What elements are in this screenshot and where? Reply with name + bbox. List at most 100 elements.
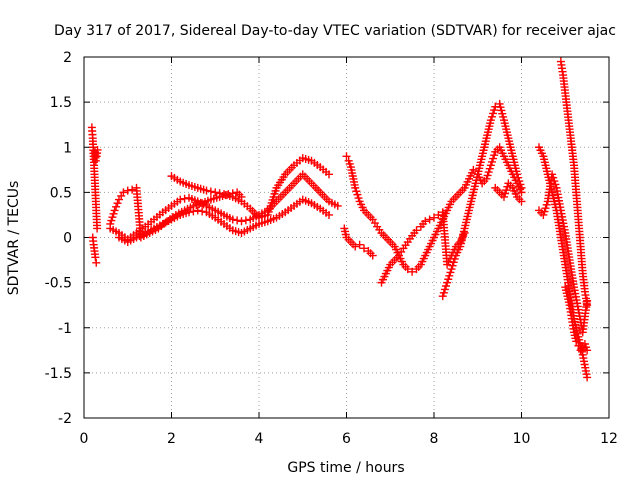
y-tick-label: 0.5 bbox=[50, 185, 72, 201]
data-point bbox=[325, 170, 333, 179]
data-point bbox=[351, 242, 360, 251]
data-point bbox=[449, 258, 458, 267]
data-point bbox=[430, 213, 438, 222]
data-points bbox=[87, 57, 592, 382]
data-point bbox=[450, 254, 459, 263]
data-point bbox=[241, 216, 250, 225]
data-point bbox=[119, 188, 128, 197]
data-point bbox=[91, 253, 100, 262]
data-point bbox=[551, 180, 560, 189]
data-point bbox=[351, 183, 360, 192]
data-point bbox=[550, 177, 559, 186]
series-arc-c bbox=[90, 145, 102, 165]
data-point bbox=[438, 292, 447, 301]
data-point bbox=[539, 210, 548, 219]
data-point bbox=[583, 346, 592, 355]
data-point bbox=[113, 199, 122, 208]
series-arc-a bbox=[87, 123, 102, 233]
data-point bbox=[447, 265, 456, 274]
data-point bbox=[442, 282, 451, 291]
x-tick-label: 2 bbox=[167, 431, 176, 447]
data-point bbox=[487, 112, 496, 121]
data-point bbox=[403, 265, 412, 274]
data-point bbox=[490, 106, 499, 115]
data-point bbox=[353, 190, 362, 199]
data-point bbox=[352, 187, 361, 196]
data-point bbox=[110, 206, 119, 215]
data-point bbox=[193, 206, 202, 215]
series-arc-j bbox=[377, 208, 469, 287]
data-point bbox=[540, 207, 549, 216]
data-point bbox=[482, 174, 491, 183]
series-arc-b bbox=[88, 233, 101, 267]
data-point bbox=[123, 186, 132, 195]
data-point bbox=[439, 288, 448, 297]
x-tick-label: 0 bbox=[80, 431, 89, 447]
data-point bbox=[354, 194, 363, 203]
axis-ticks bbox=[83, 56, 610, 419]
x-tick-labels: 0 2 4 6 8 10 12 bbox=[80, 431, 618, 447]
data-point bbox=[108, 213, 117, 222]
data-point bbox=[574, 341, 583, 350]
data-point bbox=[444, 275, 453, 284]
x-tick-label: 8 bbox=[430, 431, 439, 447]
data-point bbox=[517, 197, 526, 206]
data-point bbox=[443, 278, 452, 287]
data-point bbox=[206, 187, 215, 196]
data-point bbox=[355, 240, 364, 249]
series-arc-m bbox=[491, 179, 526, 206]
data-point bbox=[202, 186, 211, 195]
y-tick-label: -0.5 bbox=[45, 276, 72, 292]
data-point bbox=[446, 268, 455, 277]
data-point bbox=[440, 285, 449, 294]
data-point bbox=[489, 154, 498, 163]
x-tick-label: 12 bbox=[600, 431, 618, 447]
data-point bbox=[549, 173, 558, 182]
data-point bbox=[542, 200, 551, 209]
data-point bbox=[502, 186, 511, 195]
series-arc-g bbox=[167, 154, 333, 222]
data-point bbox=[109, 209, 118, 218]
x-tick-label: 4 bbox=[255, 431, 264, 447]
data-point bbox=[408, 267, 417, 276]
data-point bbox=[92, 258, 101, 267]
data-point bbox=[228, 215, 237, 224]
series-arc-f bbox=[115, 195, 333, 247]
data-point bbox=[484, 168, 493, 177]
series-arc-h bbox=[342, 152, 478, 276]
y-axis-label: SDTVAR / TECUs bbox=[6, 181, 22, 296]
chart-title: Day 317 of 2017, Sidereal Day-to-day VTE… bbox=[54, 23, 616, 39]
y-tick-label: 1.5 bbox=[50, 95, 72, 111]
data-point bbox=[237, 217, 246, 226]
data-point bbox=[233, 216, 242, 225]
data-point bbox=[360, 244, 368, 253]
data-point bbox=[112, 202, 121, 211]
series-arc-p bbox=[556, 57, 592, 310]
data-point bbox=[128, 185, 137, 194]
data-point bbox=[412, 226, 421, 235]
data-point bbox=[572, 337, 581, 346]
data-point bbox=[485, 164, 494, 173]
data-point bbox=[500, 192, 508, 201]
data-point bbox=[215, 189, 224, 198]
data-point bbox=[489, 109, 498, 118]
data-point bbox=[487, 157, 496, 166]
y-tick-label: 1 bbox=[63, 140, 72, 156]
data-point bbox=[198, 207, 207, 216]
data-point bbox=[189, 207, 198, 216]
data-point bbox=[501, 189, 510, 198]
data-point bbox=[325, 210, 333, 219]
x-tick-label: 6 bbox=[342, 431, 351, 447]
data-point bbox=[176, 195, 185, 204]
data-point bbox=[425, 215, 434, 224]
data-point bbox=[583, 373, 592, 382]
y-tick-label: -2 bbox=[58, 411, 72, 427]
data-point bbox=[486, 161, 495, 170]
data-point bbox=[211, 188, 220, 197]
data-point bbox=[483, 171, 492, 180]
series-arc-k bbox=[438, 99, 526, 301]
data-point bbox=[93, 224, 102, 233]
data-point bbox=[486, 116, 495, 125]
data-point bbox=[185, 208, 193, 217]
